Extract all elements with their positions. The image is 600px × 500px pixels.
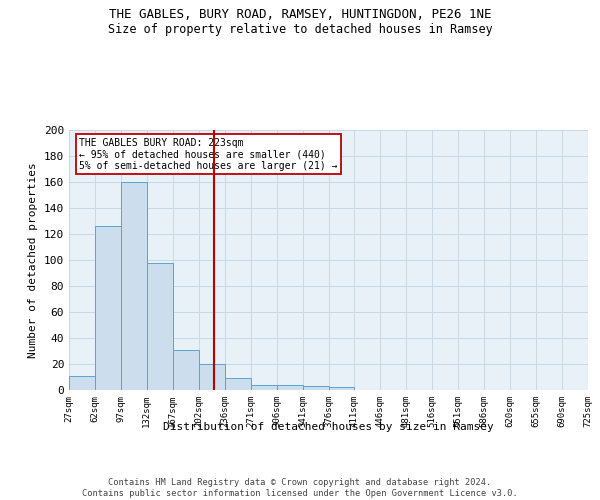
Bar xyxy=(173,350,199,390)
Bar xyxy=(69,376,95,390)
Text: THE GABLES, BURY ROAD, RAMSEY, HUNTINGDON, PE26 1NE: THE GABLES, BURY ROAD, RAMSEY, HUNTINGDO… xyxy=(109,8,491,20)
Text: THE GABLES BURY ROAD: 223sqm
← 95% of detached houses are smaller (440)
5% of se: THE GABLES BURY ROAD: 223sqm ← 95% of de… xyxy=(79,138,338,171)
Bar xyxy=(225,378,251,390)
Bar xyxy=(329,388,355,390)
Bar xyxy=(121,182,147,390)
Bar xyxy=(251,385,277,390)
Text: Contains HM Land Registry data © Crown copyright and database right 2024.
Contai: Contains HM Land Registry data © Crown c… xyxy=(82,478,518,498)
Bar xyxy=(95,226,121,390)
Bar xyxy=(199,364,224,390)
Bar xyxy=(147,262,173,390)
Bar xyxy=(277,385,302,390)
Text: Size of property relative to detached houses in Ramsey: Size of property relative to detached ho… xyxy=(107,22,493,36)
Text: Distribution of detached houses by size in Ramsey: Distribution of detached houses by size … xyxy=(163,422,494,432)
Bar xyxy=(302,386,329,390)
Y-axis label: Number of detached properties: Number of detached properties xyxy=(28,162,38,358)
